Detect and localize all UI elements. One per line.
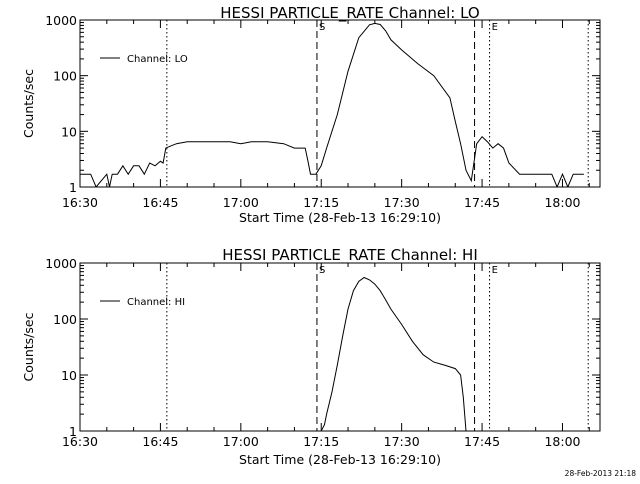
x-tick-label: 16:30 bbox=[62, 434, 98, 449]
y-tick-label: 1000 bbox=[45, 256, 77, 271]
x-tick-label: 17:15 bbox=[303, 434, 339, 449]
chart-title: HESSI PARTICLE_RATE Channel: HI bbox=[222, 246, 478, 265]
x-tick-label: 17:45 bbox=[464, 434, 500, 449]
x-tick-label: 17:15 bbox=[303, 195, 339, 210]
plot-frame bbox=[79, 19, 601, 188]
x-axis-label: Start Time (28-Feb-13 16:29:10) bbox=[239, 210, 441, 225]
legend-label: Channel: LO bbox=[127, 54, 188, 65]
x-tick-label: 17:45 bbox=[464, 195, 500, 210]
y-tick-label: 10 bbox=[61, 124, 77, 139]
y-tick-label: 100 bbox=[53, 69, 77, 84]
time-marker-label: S bbox=[319, 22, 325, 33]
series-line bbox=[320, 276, 467, 431]
time-marker-label: E bbox=[492, 22, 498, 33]
y-axis-label: Counts/sec bbox=[21, 312, 36, 381]
x-tick-label: 17:00 bbox=[223, 195, 259, 210]
plot-frame bbox=[79, 262, 601, 432]
chart-panel-bottom: HESSI PARTICLE_RATE Channel: HI 1 10 100 100… bbox=[21, 246, 601, 467]
x-tick-label: 16:45 bbox=[142, 195, 178, 210]
chart-title: HESSI PARTICLE_RATE Channel: LO bbox=[220, 4, 479, 23]
x-tick-label: 17:30 bbox=[384, 195, 420, 210]
x-tick-label: 17:00 bbox=[223, 434, 259, 449]
x-tick-label: 18:00 bbox=[544, 195, 580, 210]
y-tick-label: 1 bbox=[69, 180, 77, 195]
y-tick-label: 1000 bbox=[45, 13, 77, 28]
y-tick-label: 100 bbox=[53, 312, 77, 327]
footer-timestamp: 28-Feb-2013 21:18 bbox=[565, 469, 637, 478]
chart-panel-top: HESSI PARTICLE_RATE Channel: LO 1 10 100 100… bbox=[21, 4, 601, 225]
x-tick-label: 18:00 bbox=[544, 434, 580, 449]
x-tick-label: 16:30 bbox=[62, 195, 98, 210]
y-axis-label: Counts/sec bbox=[21, 69, 36, 138]
x-tick-label: 16:45 bbox=[142, 434, 178, 449]
time-marker-label: E bbox=[492, 265, 498, 276]
series-line bbox=[80, 22, 584, 187]
legend-label: Channel: HI bbox=[127, 297, 185, 308]
x-axis-label: Start Time (28-Feb-13 16:29:10) bbox=[239, 452, 441, 467]
x-tick-label: 17:30 bbox=[384, 434, 420, 449]
y-tick-label: 1 bbox=[69, 424, 77, 439]
time-marker-label: S bbox=[319, 265, 325, 276]
y-tick-label: 10 bbox=[61, 368, 77, 383]
